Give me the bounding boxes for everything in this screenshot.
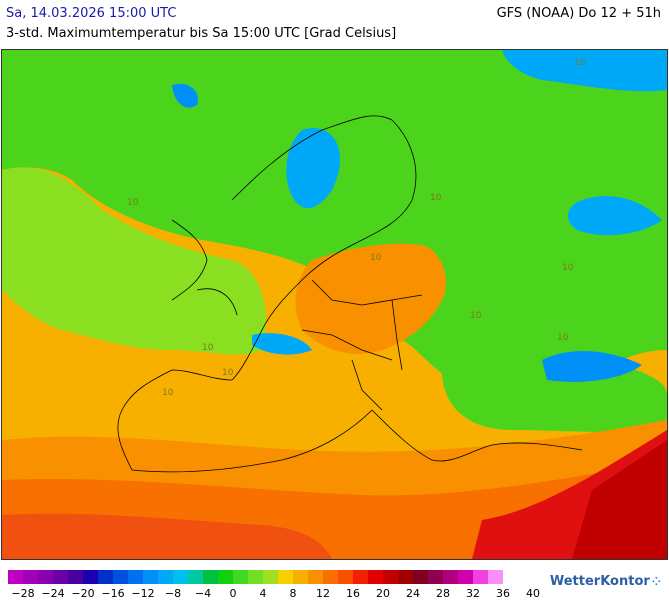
legend-swatch [128,570,143,584]
map-subtitle: 3-std. Maximumtemperatur bis Sa 15:00 UT… [6,26,397,41]
legend-swatch [398,570,413,584]
legend-swatch [338,570,353,584]
legend-swatch [443,570,458,584]
color-legend-bar [8,570,503,584]
legend-swatch [293,570,308,584]
legend-swatch [23,570,38,584]
legend-swatch [413,570,428,584]
legend-swatch [203,570,218,584]
legend-tick-label: −16 [101,587,125,600]
contour-label: 10 [557,333,569,343]
legend-tick-label: −24 [41,587,65,600]
legend-tick-label: 36 [496,587,510,600]
legend-swatch [428,570,443,584]
legend-swatch [383,570,398,584]
legend-swatch [68,570,83,584]
legend-tick-label: 12 [316,587,330,600]
legend-swatch [173,570,188,584]
legend-tick-label: 40 [526,587,540,600]
legend-tick-label: 28 [436,587,450,600]
legend-tick-label: −12 [131,587,155,600]
legend-swatch [368,570,383,584]
brand-logo: WetterKontor ⁘ [550,574,661,589]
color-legend-labels: −28 −24 −20 −16 −12 −8 −4 0 4 8 12 16 20 24 28 32 36 40 [0,588,669,600]
contour-label: 10 [430,193,442,203]
model-run-label: GFS (NOAA) Do 12 + 51h [496,6,661,21]
legend-swatch [473,570,488,584]
legend-tick-label: −28 [11,587,35,600]
legend-tick-label: 24 [406,587,420,600]
legend-swatch [488,570,503,584]
legend-swatch [158,570,173,584]
legend-swatch [8,570,23,584]
legend-swatch [98,570,113,584]
legend-swatch [113,570,128,584]
logo-dots-icon: ⁘ [651,575,661,588]
legend-swatch [218,570,233,584]
legend-swatch [233,570,248,584]
contour-label: 10 [562,263,574,273]
brand-name: WetterKontor [549,574,650,589]
legend-tick-label: −20 [71,587,95,600]
legend-tick-label: 20 [376,587,390,600]
date-label: Sa, 14.03.2026 15:00 UTC [6,6,177,21]
contour-label: 10 [202,343,214,353]
contour-label: 10 [470,311,482,321]
legend-tick-label: 16 [346,587,360,600]
legend-swatch [53,570,68,584]
contour-label: 10 [370,253,382,263]
legend-tick-label: −8 [164,587,182,600]
legend-swatch [248,570,263,584]
contour-label: 10 [127,198,139,208]
legend-swatch [83,570,98,584]
contour-label: 10 [162,388,174,398]
temperature-map: 10 10 10 10 10 10 10 10 10 10 [1,49,668,560]
legend-tick-label: −4 [194,587,212,600]
legend-swatch [263,570,278,584]
legend-swatch [143,570,158,584]
legend-tick-label: 32 [466,587,480,600]
legend-swatch [458,570,473,584]
contour-label: 10 [574,58,586,68]
legend-swatch [38,570,53,584]
legend-swatch [323,570,338,584]
legend-swatch [308,570,323,584]
legend-tick-label: 0 [229,587,237,600]
legend-swatch [353,570,368,584]
legend-tick-label: 8 [289,587,297,600]
legend-tick-label: 4 [259,587,267,600]
contour-label: 10 [222,368,234,378]
legend-swatch [188,570,203,584]
legend-swatch [278,570,293,584]
